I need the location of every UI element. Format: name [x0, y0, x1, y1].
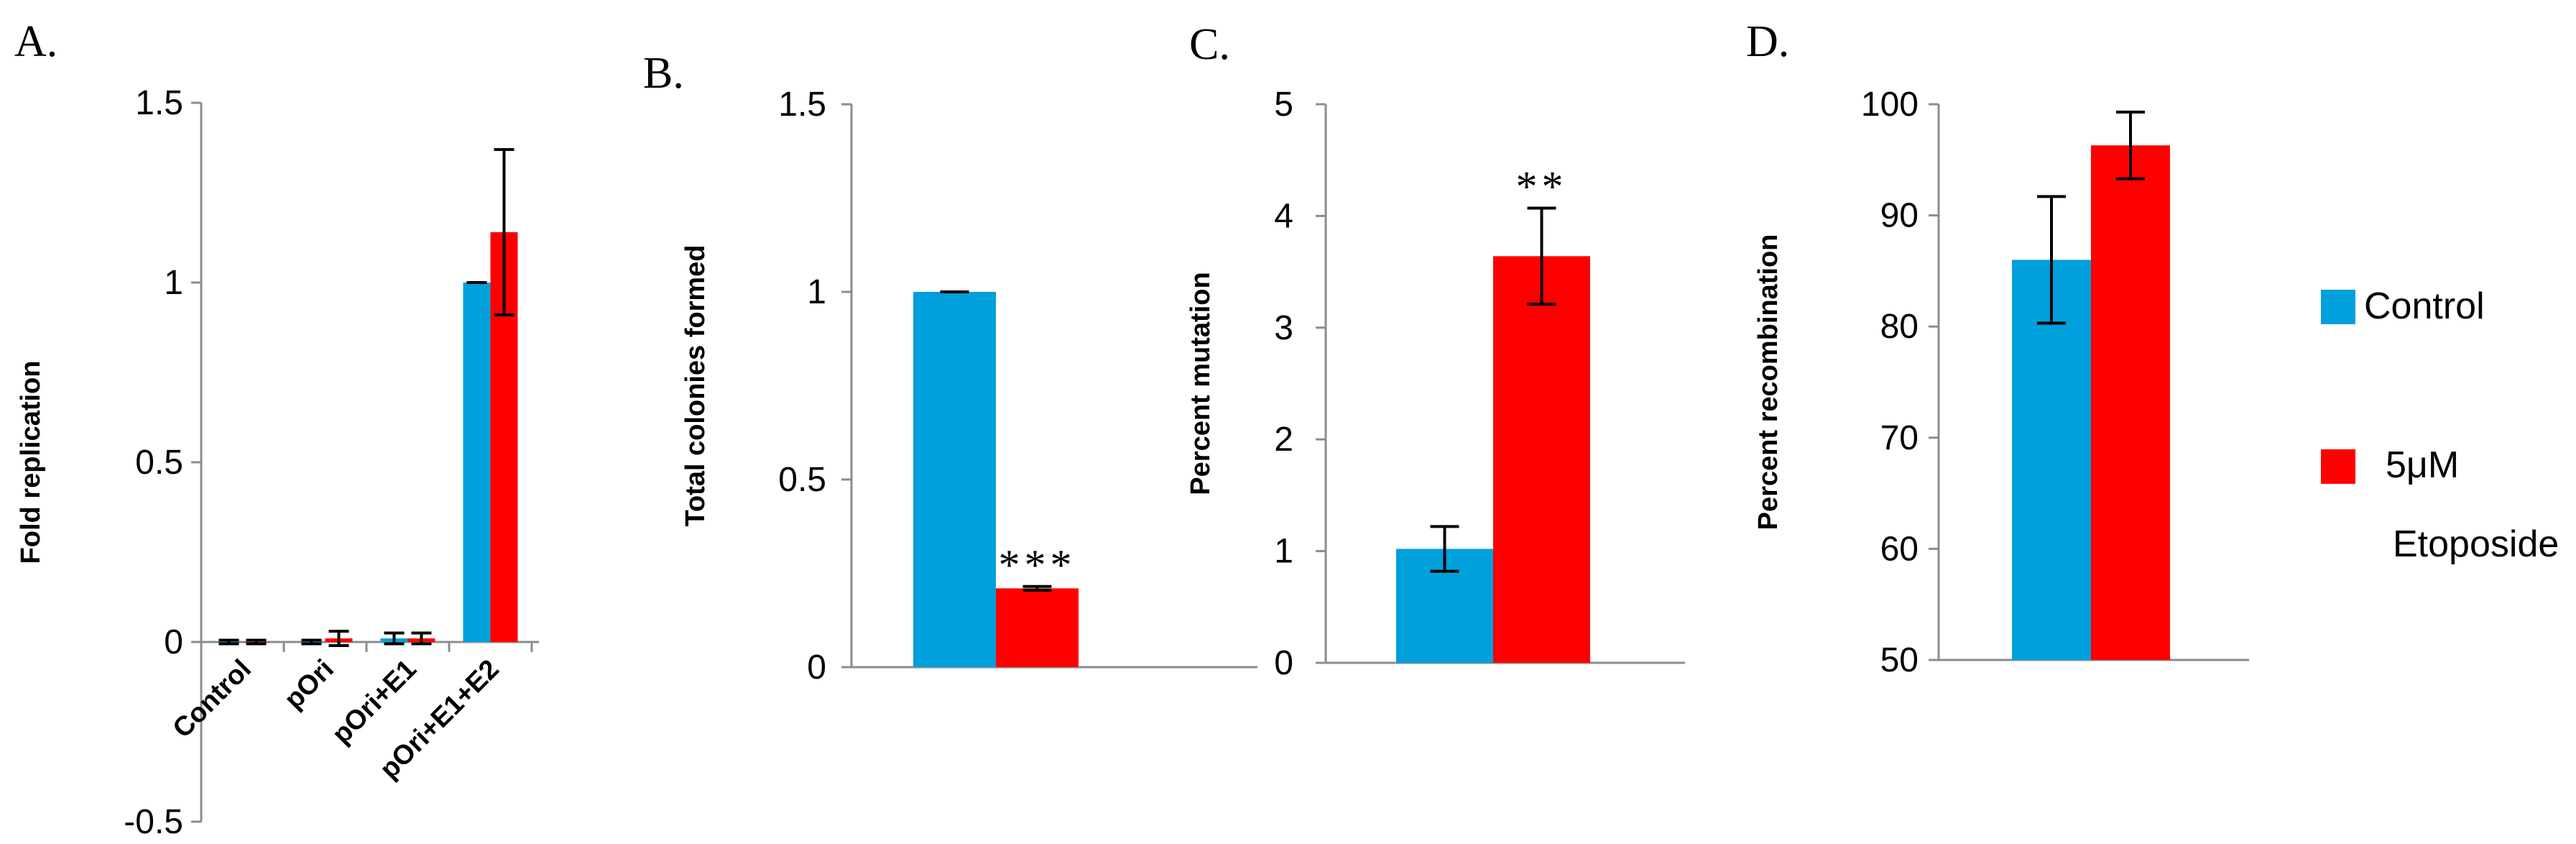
error-bar-control-3 [384, 631, 405, 646]
y-tick-label: 0 [807, 648, 826, 687]
error-bar-etoposide-1 [246, 638, 267, 646]
y-axis-title: Fold replication [16, 361, 46, 564]
error-bar-etoposide-4 [494, 148, 514, 316]
error-bar-control-2 [301, 638, 322, 646]
y-tick-label: 60 [1880, 530, 1919, 568]
y-tick-label: 1 [807, 273, 826, 311]
y-tick-label: 100 [1861, 86, 1919, 124]
panel-letter: A. [14, 17, 57, 66]
y-axis-title: Percent recombination [1753, 234, 1783, 531]
bar-control-1 [913, 292, 996, 667]
y-tick-label: 1.5 [778, 86, 826, 124]
y-tick-label: 0 [1274, 644, 1293, 682]
y-axis-title: Total colonies formed [680, 244, 711, 526]
y-tick-label: 0.5 [135, 444, 183, 482]
bar-etoposide-1 [1493, 256, 1590, 663]
error-bar-etoposide-3 [411, 631, 432, 646]
y-tick-label: 0 [164, 623, 183, 661]
legend-label-etoposide: 5μM Etoposide [2386, 444, 2559, 565]
error-bar-etoposide-1 [2116, 110, 2145, 180]
y-tick-label: 1.5 [135, 84, 183, 122]
y-tick-label: 4 [1274, 197, 1293, 235]
panel-letter: D. [1746, 17, 1789, 66]
error-bar-etoposide-1 [1527, 206, 1556, 306]
error-bar-etoposide-1 [1022, 584, 1052, 592]
y-tick-label: -0.5 [124, 803, 183, 841]
y-tick-label: 80 [1880, 308, 1919, 346]
chart-panel-d: D. 100 90 80 70 60 50 Percent recombination [1746, 17, 2249, 679]
chart-panel-b: B. 1.5 1 0.5 0 Total colonies formed *** [643, 49, 1257, 687]
legend: Control 5μM Etoposide [2321, 285, 2559, 565]
y-tick-label: 90 [1880, 197, 1919, 235]
bar-control-1 [2012, 260, 2091, 660]
y-tick-label: 5 [1274, 86, 1293, 124]
bar-etoposide-1 [2091, 145, 2170, 660]
significance-marker: ** [1516, 163, 1568, 211]
error-bar-control-1 [218, 638, 239, 646]
bar-etoposide-1 [996, 588, 1079, 667]
y-tick-label: 1 [1274, 533, 1293, 571]
significance-marker: *** [999, 541, 1076, 589]
y-tick-label: 1 [164, 264, 183, 302]
error-bar-etoposide-2 [328, 630, 349, 647]
y-tick-label: 2 [1274, 421, 1293, 459]
bar-control-4 [463, 283, 491, 642]
error-bar-control-1 [1430, 525, 1459, 573]
error-bar-control-1 [2037, 195, 2066, 325]
y-tick-label: 0.5 [778, 461, 826, 499]
chart-panel-a: A. 1.5 1 0.5 0 -0.5 Fold replication Control pOr… [14, 17, 539, 841]
y-tick-label: 50 [1880, 641, 1919, 679]
legend-label-control: Control [2364, 285, 2485, 327]
y-axis-title: Percent mutation [1186, 272, 1216, 495]
panel-letter: C. [1189, 20, 1230, 69]
x-category-label: Control [167, 654, 257, 744]
chart-panel-c: C. 5 4 3 2 1 0 Percent mutation ** [1186, 20, 1685, 682]
legend-swatch-etoposide [2321, 449, 2355, 484]
y-tick-label: 70 [1880, 419, 1919, 457]
y-tick-label: 3 [1274, 309, 1293, 347]
x-category-label: pOri [279, 654, 340, 715]
panel-letter: B. [643, 49, 684, 98]
legend-swatch-control [2321, 290, 2355, 324]
